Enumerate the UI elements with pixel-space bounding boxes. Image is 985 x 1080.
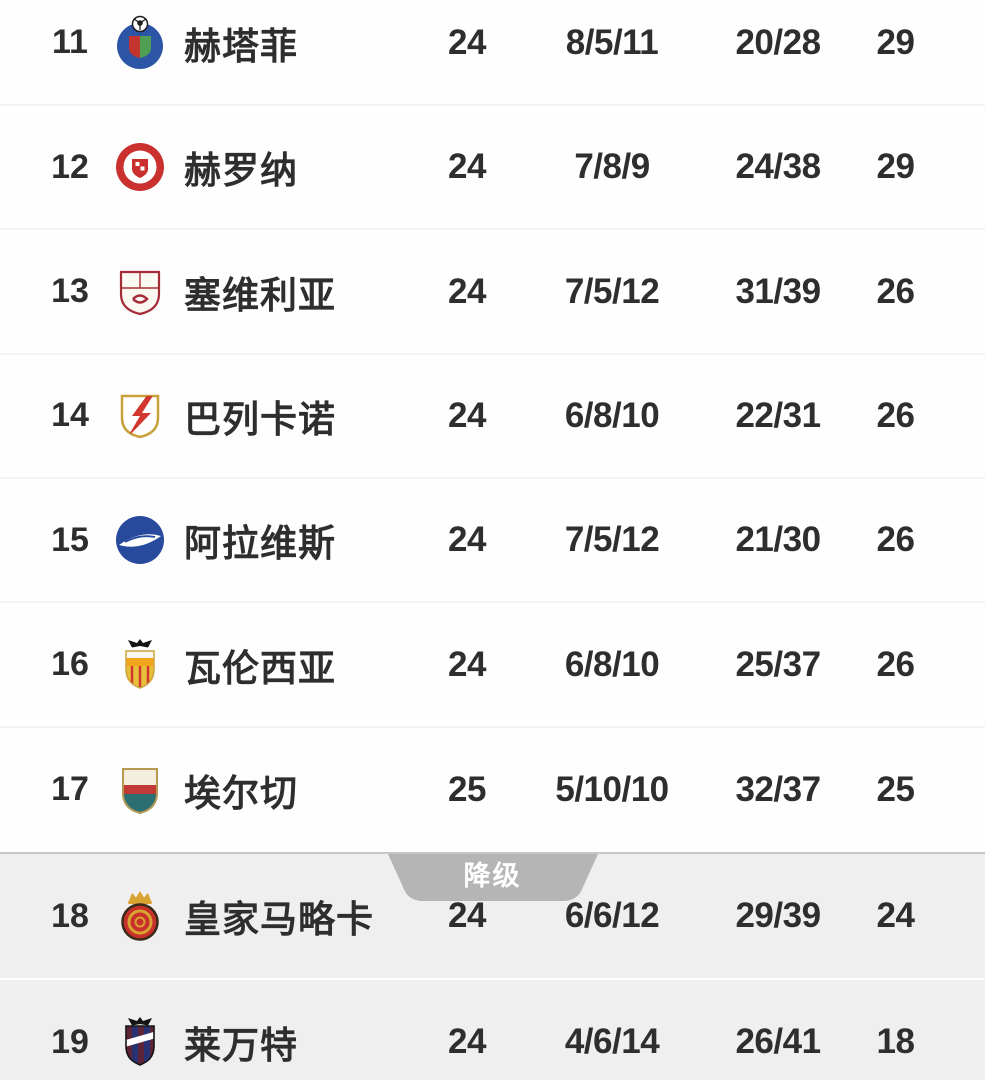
relegation-zone-section: 降级 18 皇家马略卡 24 6/6/12 29/39 24 19 莱万特 24 4/6/14 26… <box>0 852 985 1080</box>
points: 29 <box>876 147 915 187</box>
goals-for-against: 22/31 <box>735 395 821 435</box>
points: 26 <box>876 271 915 311</box>
table-row[interactable]: 13 塞维利亚 24 7/5/12 31/39 26 <box>0 230 985 355</box>
win-draw-loss-record: 6/8/10 <box>564 395 660 435</box>
rank: 17 <box>51 770 89 809</box>
matches-played: 24 <box>448 896 486 935</box>
table-row[interactable]: 12 赫罗纳 24 7/8/9 24/38 29 <box>0 106 985 231</box>
matches-played: 24 <box>448 644 486 684</box>
win-draw-loss-record: 7/5/12 <box>564 271 660 311</box>
team-name: 埃尔切 <box>184 772 298 814</box>
team-name: 赫罗纳 <box>184 150 298 192</box>
team-name: 赫塔菲 <box>184 25 298 67</box>
girona-crest <box>112 139 168 195</box>
win-draw-loss-record: 7/8/9 <box>574 147 650 187</box>
rank: 12 <box>51 147 89 186</box>
points: 26 <box>876 520 915 560</box>
mallorca-crest <box>112 888 168 944</box>
goals-for-against: 21/30 <box>735 520 821 560</box>
sevilla-crest <box>112 264 168 320</box>
win-draw-loss-record: 5/10/10 <box>555 769 669 809</box>
team-name: 阿拉维斯 <box>184 523 336 565</box>
table-row[interactable]: 14 巴列卡诺 24 6/8/10 22/31 26 <box>0 355 985 480</box>
win-draw-loss-record: 6/6/12 <box>564 896 660 935</box>
crest-graphic <box>122 767 158 814</box>
matches-played: 25 <box>448 769 486 809</box>
alaves-crest <box>112 512 168 568</box>
table-row[interactable]: 19 莱万特 24 4/6/14 26/41 18 <box>0 980 985 1080</box>
win-draw-loss-record: 6/8/10 <box>564 644 660 684</box>
rank: 14 <box>51 396 89 435</box>
crest-graphic <box>125 638 155 689</box>
relegation-tab-shape <box>387 854 598 901</box>
matches-played: 24 <box>448 1022 486 1062</box>
team-name: 皇家马略卡 <box>184 899 374 940</box>
crest-graphic <box>120 394 160 439</box>
win-draw-loss-record: 7/5/12 <box>564 520 660 560</box>
elche-crest <box>112 762 168 818</box>
crest-graphic <box>116 143 164 192</box>
win-draw-loss-record: 4/6/14 <box>564 1022 660 1062</box>
crest-graphic <box>116 516 164 565</box>
table-row[interactable]: 17 埃尔切 25 5/10/10 32/37 25 <box>0 728 985 852</box>
points: 26 <box>876 644 915 684</box>
crest-graphic <box>117 15 163 69</box>
rayo-vallecano-crest <box>112 388 168 444</box>
win-draw-loss-record: 8/5/11 <box>565 22 659 62</box>
matches-played: 24 <box>448 395 486 435</box>
goals-for-against: 26/41 <box>735 1022 821 1062</box>
rank: 18 <box>51 896 89 935</box>
table-row[interactable]: 11 赫塔菲 24 8/5/11 20/28 29 <box>0 0 985 107</box>
relegation-tab: 降级 <box>387 854 598 901</box>
rank: 11 <box>52 23 88 62</box>
team-name: 塞维利亚 <box>184 274 336 316</box>
relegation-tab-label: 降级 <box>463 861 522 891</box>
goals-for-against: 20/28 <box>735 22 821 62</box>
goals-for-against: 24/38 <box>735 147 821 187</box>
goals-for-against: 25/37 <box>735 644 821 684</box>
matches-played: 24 <box>448 147 486 187</box>
points: 18 <box>876 1022 915 1062</box>
rank: 13 <box>51 272 89 311</box>
rank: 15 <box>51 520 89 559</box>
crest-graphic <box>119 270 161 315</box>
goals-for-against: 32/37 <box>735 769 821 809</box>
team-name: 莱万特 <box>184 1025 298 1067</box>
points: 29 <box>876 22 915 62</box>
team-name: 瓦伦西亚 <box>184 647 336 689</box>
points: 25 <box>876 769 915 809</box>
valencia-crest <box>112 637 168 693</box>
matches-played: 24 <box>448 22 486 62</box>
getafe-crest <box>112 15 168 71</box>
table-row[interactable]: 18 皇家马略卡 24 6/6/12 29/39 24 <box>0 854 985 980</box>
matches-played: 24 <box>448 520 486 560</box>
levante-crest <box>112 1014 168 1070</box>
crest-graphic <box>121 891 159 941</box>
points: 24 <box>876 896 915 935</box>
standings-rows-safe: 11 赫塔菲 24 8/5/11 20/28 29 12 赫罗纳 24 7/8/9 24/38 29 1… <box>0 0 985 852</box>
standings-rows-relegation: 18 皇家马略卡 24 6/6/12 29/39 24 19 莱万特 24 4/6/14 26/41… <box>0 854 985 1080</box>
points: 26 <box>876 395 915 435</box>
team-name: 巴列卡诺 <box>184 398 336 440</box>
table-row[interactable]: 16 瓦伦西亚 24 6/8/10 25/37 26 <box>0 603 985 728</box>
rank: 19 <box>51 1022 89 1061</box>
goals-for-against: 31/39 <box>735 271 821 311</box>
matches-played: 24 <box>448 271 486 311</box>
crest-graphic <box>125 1017 155 1067</box>
goals-for-against: 29/39 <box>735 896 821 935</box>
rank: 16 <box>51 645 89 683</box>
table-row[interactable]: 15 阿拉维斯 24 7/5/12 21/30 26 <box>0 479 985 604</box>
